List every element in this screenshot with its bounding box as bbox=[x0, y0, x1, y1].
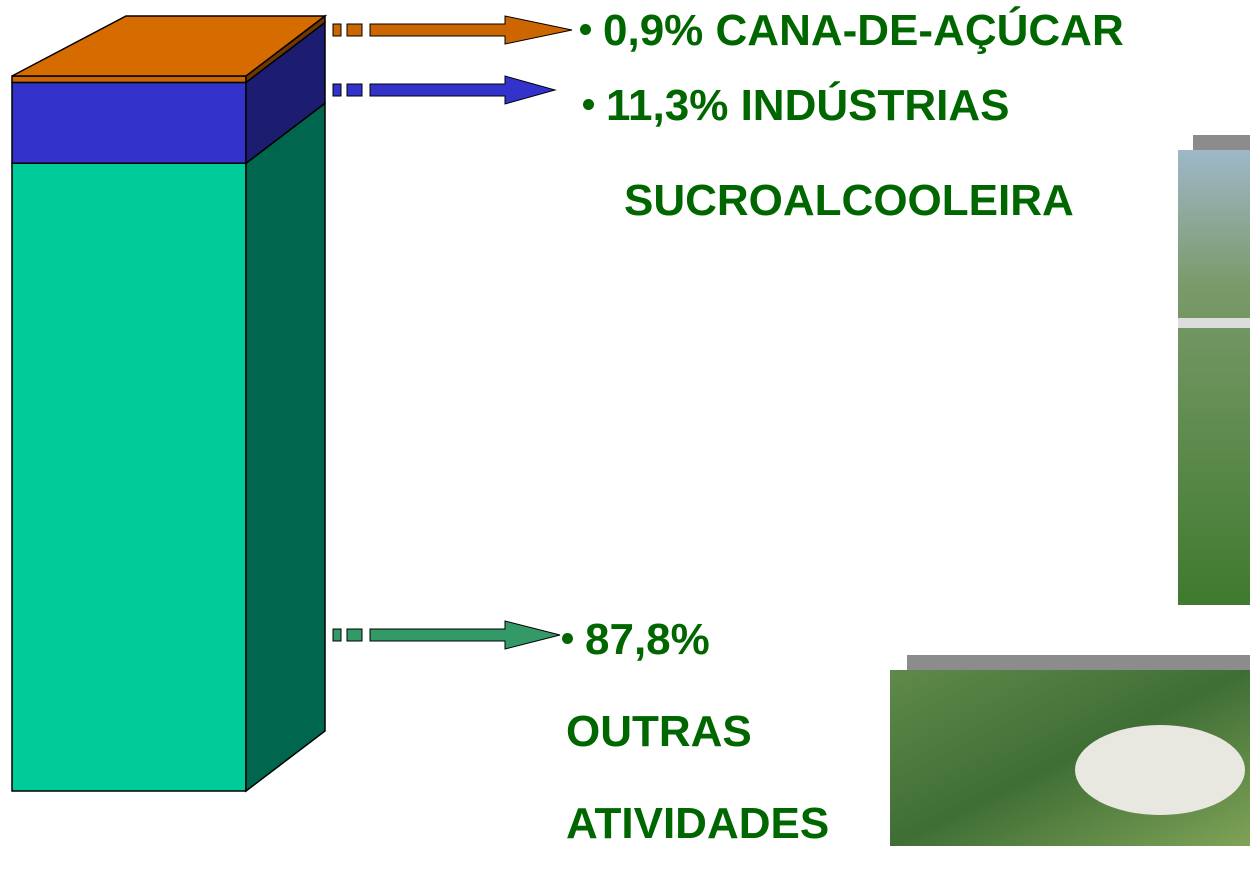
legend-entry: INDÚSTRIAS SUCROALCOOLEIRA bbox=[624, 81, 1074, 225]
chart bbox=[11, 14, 1250, 846]
arrow-dash bbox=[346, 23, 363, 37]
photo-detail bbox=[1178, 318, 1250, 328]
arrows bbox=[332, 15, 573, 650]
arrow-dash bbox=[346, 83, 363, 97]
value-label: 11,3% bbox=[606, 81, 729, 130]
arrow bbox=[369, 15, 573, 45]
bar-segment bbox=[11, 162, 247, 792]
bullet bbox=[583, 98, 594, 110]
bar-segment bbox=[11, 75, 247, 84]
series-label: 11,3% INDÚSTRIAS SUCROALCOOLEIRA bbox=[583, 58, 1224, 248]
legend-entry: CANA-DE-AÇÚCAR bbox=[715, 6, 1124, 55]
bar-3d bbox=[11, 14, 328, 793]
photo-mill bbox=[1178, 150, 1250, 605]
arrow bbox=[369, 75, 557, 105]
page: {"chart_data": {"type": "stacked-bar-3d"… bbox=[11, 0, 1250, 848]
photo-detail bbox=[1075, 725, 1245, 815]
arrow bbox=[369, 620, 561, 650]
bar-segment bbox=[11, 81, 247, 164]
arrow-dash bbox=[346, 628, 363, 642]
value-label: 87,8% bbox=[585, 615, 710, 664]
bar-side bbox=[245, 101, 326, 793]
value-label: 0,9% bbox=[603, 6, 704, 55]
arrow-dash bbox=[332, 628, 342, 642]
bullet bbox=[562, 632, 573, 644]
photo-shadow bbox=[907, 655, 1250, 670]
arrow-dash bbox=[332, 83, 342, 97]
legend-entry: OUTRAS ATIVIDADES bbox=[566, 707, 830, 848]
series-label: 0,9% CANA-DE-AÇÚCAR bbox=[580, 0, 1250, 62]
photo-shadow bbox=[1193, 135, 1250, 150]
bar-top bbox=[11, 15, 328, 77]
bullet bbox=[580, 23, 591, 35]
series-label: 87,8% OUTRAS ATIVIDADES bbox=[562, 594, 896, 870]
arrow-dash bbox=[332, 23, 342, 37]
